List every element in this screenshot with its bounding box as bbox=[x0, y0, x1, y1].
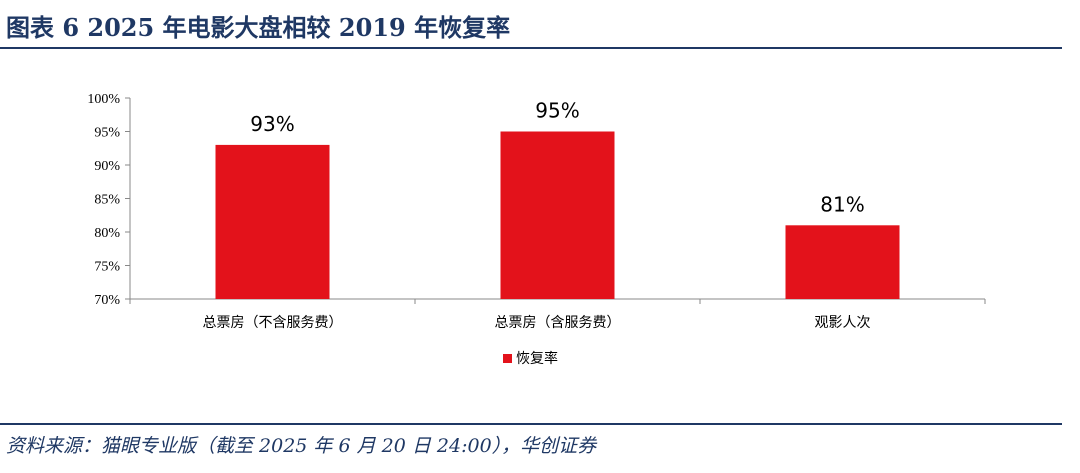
x-axis: 总票房（不含服务费） 总票房（含服务费） 观影人次 bbox=[129, 298, 986, 331]
x-category-label: 观影人次 bbox=[815, 315, 871, 331]
legend: 恢复率 bbox=[503, 350, 558, 367]
source-note: 资料来源：猫眼专业版（截至 2025 年 6 月 20 日 24:00），华创证… bbox=[6, 435, 597, 457]
x-category-label: 总票房（不含服务费） bbox=[203, 315, 343, 331]
y-tick-label: 85% bbox=[94, 193, 120, 208]
y-tick-label: 80% bbox=[94, 226, 120, 241]
x-category-label: 总票房（含服务费） bbox=[495, 315, 621, 331]
y-tick-label: 100% bbox=[87, 92, 120, 107]
page-title: 图表 6 2025 年电影大盘相较 2019 年恢复率 bbox=[6, 13, 511, 42]
bar-data-label: 81% bbox=[820, 192, 864, 216]
y-tick-label: 75% bbox=[94, 260, 120, 275]
bar-data-label: 93% bbox=[250, 112, 294, 136]
title-divider bbox=[0, 47, 1062, 49]
bar bbox=[500, 131, 615, 299]
legend-label: 恢复率 bbox=[516, 350, 558, 367]
y-axis: 70% 75% 80% 85% 90% 95% 100% bbox=[87, 92, 131, 308]
recovery-rate-bar-chart: 70% 75% 80% 85% 90% 95% 100% 总票房（不含服务费） 总票房（含服务… bbox=[87, 92, 986, 367]
data-labels: 93% 95% 81% bbox=[250, 99, 864, 217]
y-tick-label: 95% bbox=[94, 126, 120, 141]
y-tick-label: 90% bbox=[94, 159, 120, 174]
source-divider bbox=[0, 423, 1062, 425]
bars bbox=[215, 131, 900, 299]
bar bbox=[215, 144, 330, 299]
bar-data-label: 95% bbox=[535, 99, 579, 123]
legend-swatch bbox=[503, 354, 512, 363]
bar bbox=[785, 225, 900, 299]
y-tick-label: 70% bbox=[94, 293, 120, 308]
